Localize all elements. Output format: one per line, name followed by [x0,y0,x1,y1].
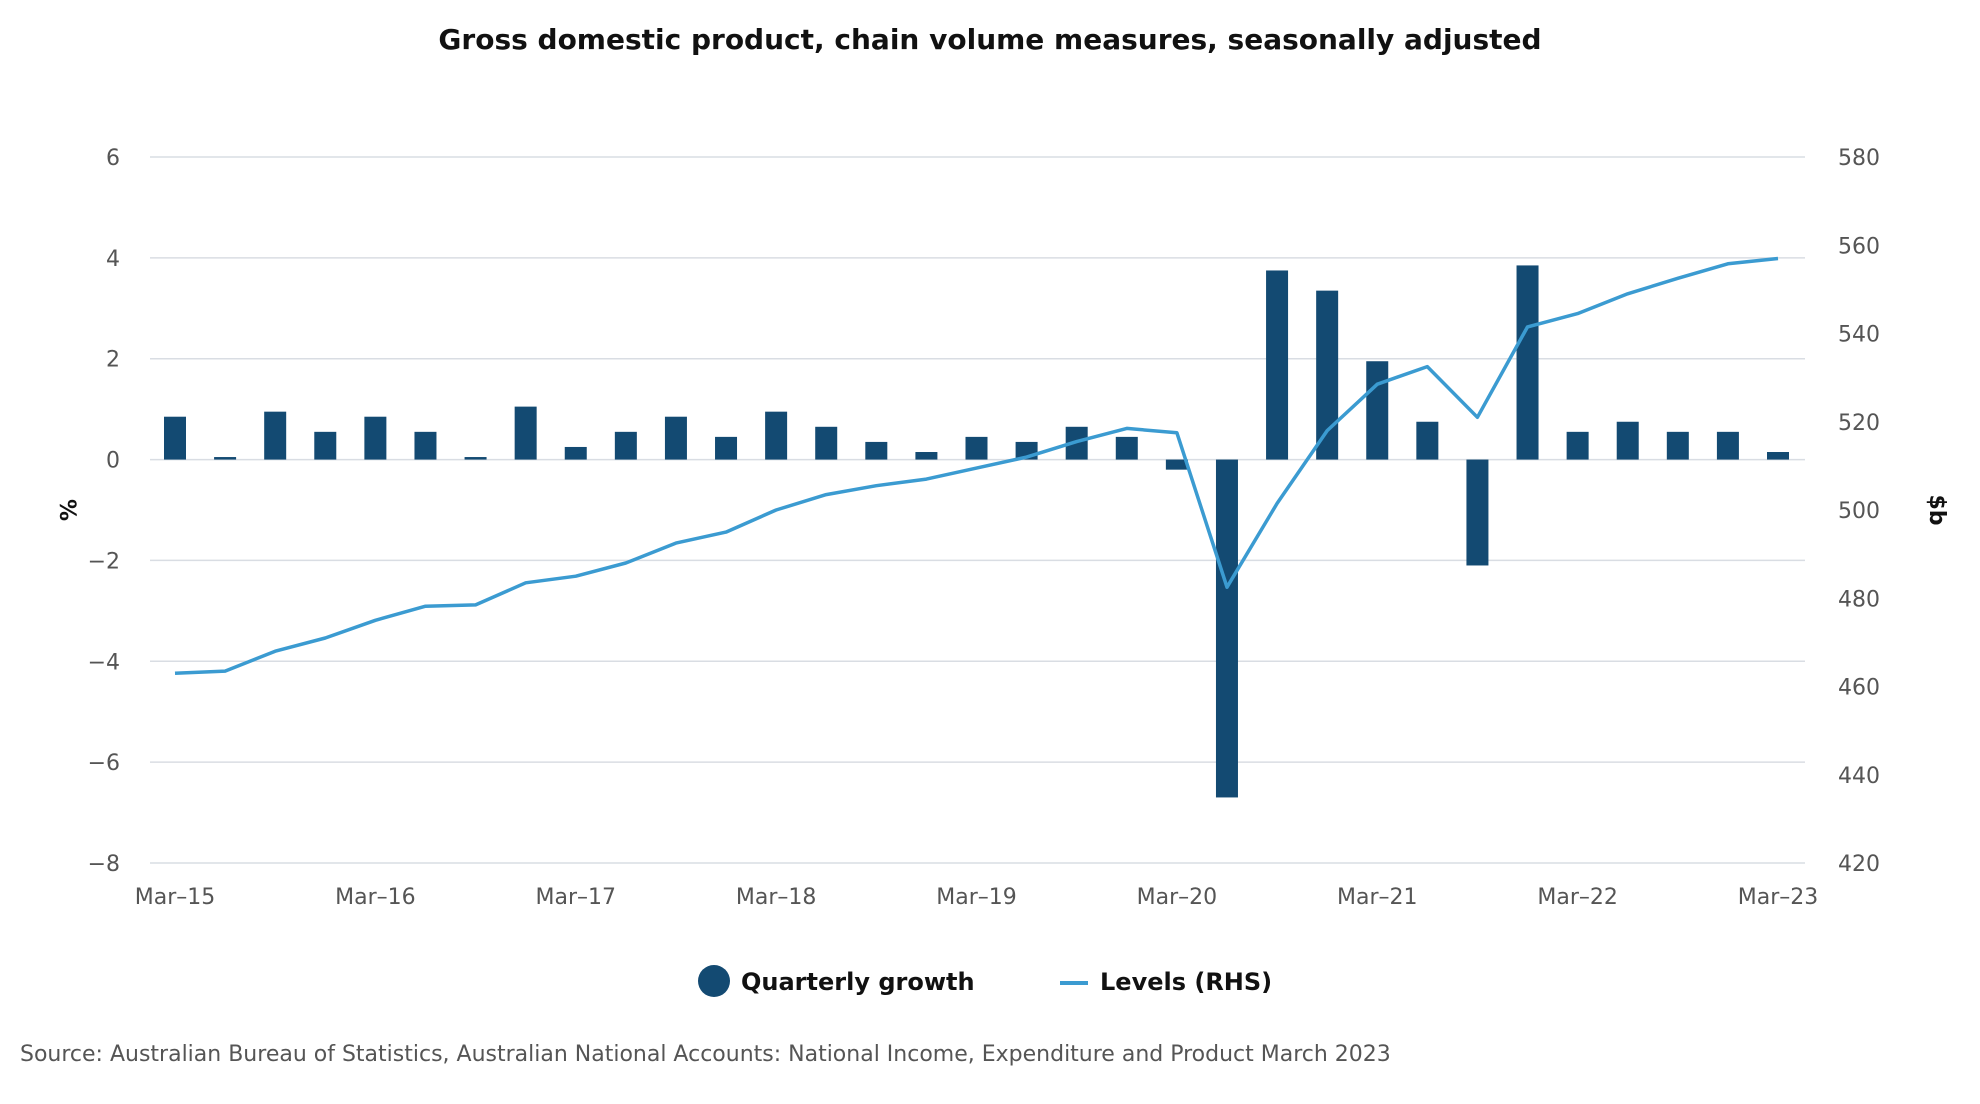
bar [1366,361,1389,460]
bar [715,436,738,460]
legend-label-levels: Levels (RHS) [1100,968,1272,996]
right-tick-label: 420 [1838,852,1880,877]
bar [1767,452,1789,460]
x-tick-label: Mar–19 [936,885,1017,910]
left-axis-ticks: 6 4 2 0 −2 −4 −6 −8 [88,146,120,877]
bar [214,457,237,460]
bar [1266,270,1289,460]
x-tick-label: Mar–22 [1537,885,1618,910]
left-tick-label: 0 [106,449,120,474]
legend: Quarterly growth Levels (RHS) [698,965,1272,997]
bar [1516,265,1539,460]
bar [1115,436,1138,460]
bar [1416,421,1439,460]
x-tick-label: Mar–18 [736,885,817,910]
right-tick-label: 500 [1838,499,1880,524]
line-series-levels [174,256,1779,676]
bar-series-quarterly-growth [164,265,1789,798]
source-note: Source: Australian Bureau of Statistics,… [20,1042,1391,1067]
right-tick-label: 580 [1838,146,1880,171]
bar [1666,431,1689,460]
left-tick-label: 2 [106,348,120,373]
left-axis-label: % [54,499,79,521]
bar [664,416,687,460]
bar [1716,431,1739,460]
bar [865,441,888,460]
chart-title: Gross domestic product, chain volume mea… [438,23,1541,56]
bar [1566,431,1589,460]
right-axis-ticks: 580 560 540 520 500 480 460 440 420 [1838,146,1880,877]
legend-bar-marker [698,965,730,997]
legend-label-quarterly-growth: Quarterly growth [741,968,975,996]
bar [965,436,988,460]
right-tick-label: 540 [1838,323,1880,348]
bar [264,411,287,460]
left-tick-label: 4 [106,247,120,272]
right-tick-label: 440 [1838,764,1880,789]
left-tick-label: −6 [88,751,120,776]
x-tick-label: Mar–20 [1137,885,1218,910]
bar [1466,459,1489,566]
bar [164,416,186,460]
right-tick-label: 520 [1838,411,1880,436]
left-tick-label: −4 [88,650,120,675]
bar [765,411,788,460]
x-tick-label: Mar–21 [1337,885,1418,910]
gridlines [150,156,1805,864]
bar [314,431,337,460]
right-axis-label: $b [1924,494,1949,525]
right-tick-label: 460 [1838,676,1880,701]
x-tick-label: Mar–23 [1738,885,1819,910]
bar [514,406,537,460]
bar [464,457,487,460]
left-tick-label: 6 [106,146,120,171]
x-tick-label: Mar–15 [135,885,216,910]
bar [1616,421,1639,460]
bar [1215,459,1238,798]
left-tick-label: −8 [88,852,120,877]
bar [564,446,587,460]
bar [364,416,387,460]
x-tick-label: Mar–17 [535,885,616,910]
right-tick-label: 560 [1838,234,1880,259]
bar [1165,459,1188,470]
bar [1316,290,1339,460]
x-axis-ticks: Mar–15 Mar–16 Mar–17 Mar–18 Mar–19 Mar–20 Mar–… [135,885,1819,910]
left-tick-label: −2 [88,549,120,574]
bar [614,431,637,460]
x-tick-label: Mar–16 [335,885,416,910]
levels-line [174,256,1779,676]
right-tick-label: 480 [1838,587,1880,612]
bar [915,452,938,460]
bar [414,431,437,460]
bar [815,426,838,460]
